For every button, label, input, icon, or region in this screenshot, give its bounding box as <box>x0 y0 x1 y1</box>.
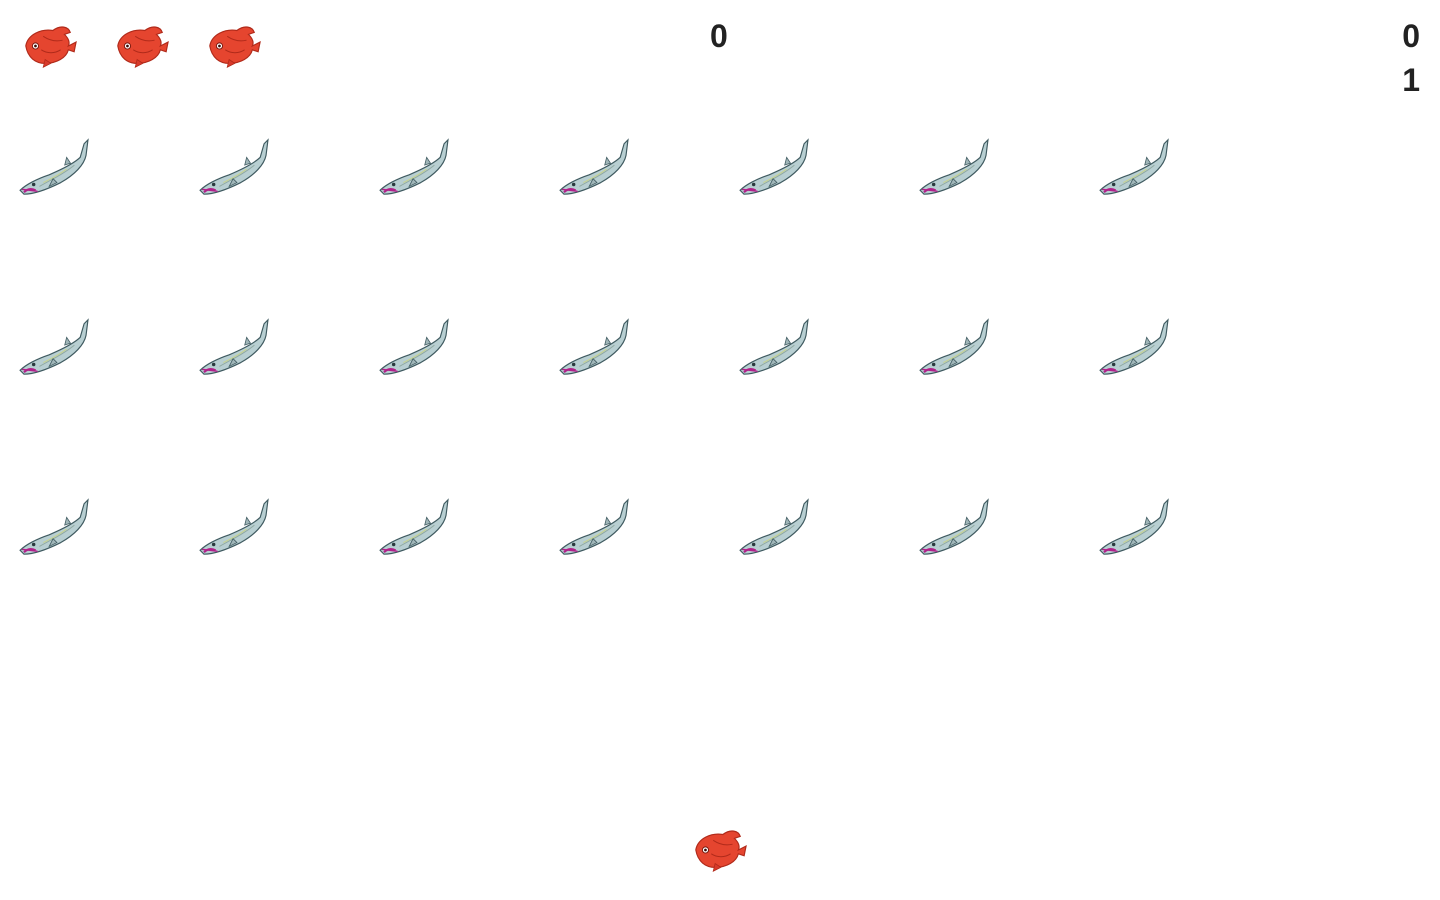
hiscore-display: 0 <box>1402 18 1420 54</box>
barracuda-icon <box>196 496 274 560</box>
life-red-fish-icon <box>204 20 262 70</box>
life-red-fish-icon <box>20 20 78 70</box>
barracuda-icon <box>1096 496 1174 560</box>
life-red-fish-icon <box>112 20 170 70</box>
barracuda-icon <box>1096 136 1174 200</box>
barracuda-icon <box>16 316 94 380</box>
score-display: 0 <box>710 18 728 54</box>
lives-indicator <box>20 20 262 70</box>
barracuda-icon <box>196 136 274 200</box>
barracuda-icon <box>376 496 454 560</box>
level-display: 1 <box>1402 62 1420 98</box>
barracuda-icon <box>376 136 454 200</box>
barracuda-icon <box>556 496 634 560</box>
barracuda-icon <box>556 136 634 200</box>
barracuda-icon <box>736 136 814 200</box>
barracuda-icon <box>736 496 814 560</box>
enemy-formation <box>16 136 1276 676</box>
barracuda-icon <box>736 316 814 380</box>
barracuda-icon <box>916 496 994 560</box>
barracuda-icon <box>916 136 994 200</box>
barracuda-icon <box>196 316 274 380</box>
barracuda-icon <box>16 136 94 200</box>
barracuda-icon <box>16 496 94 560</box>
barracuda-icon <box>1096 316 1174 380</box>
barracuda-icon <box>376 316 454 380</box>
barracuda-icon <box>556 316 634 380</box>
barracuda-icon <box>916 316 994 380</box>
player-red-fish-icon[interactable] <box>690 824 748 874</box>
